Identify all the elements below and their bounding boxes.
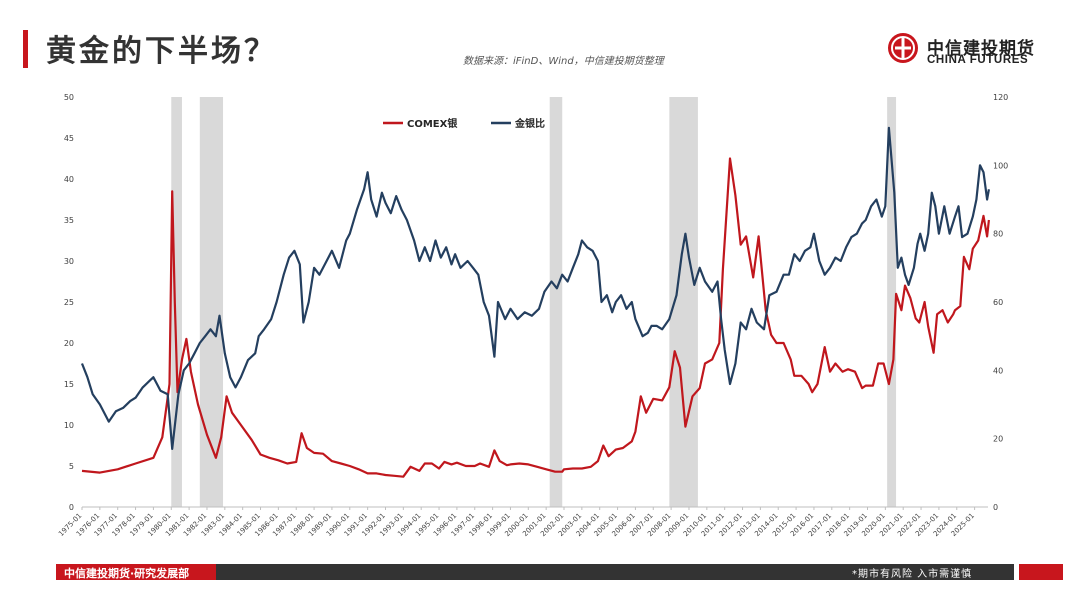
y-left-tick-label: 5 <box>69 462 74 471</box>
gold-silver-ratio-line <box>80 126 990 450</box>
shaded-period-1 <box>199 97 224 507</box>
shaded-periods <box>171 97 897 507</box>
y-left-tick-label: 10 <box>64 421 74 430</box>
footer-department: 中信建投期货·研究发展部 <box>64 567 190 580</box>
logo-chinese-name: 中信建投期货 <box>927 39 1035 59</box>
footer-accent-right <box>1019 564 1063 580</box>
chart-legend: COMEX银 金银比 <box>383 117 545 130</box>
y-left-tick-label: 40 <box>64 175 74 184</box>
y-right-tick-label: 40 <box>993 366 1003 375</box>
y-left-tick-label: 25 <box>64 298 74 307</box>
data-source-note: 数据来源：iFinD、Wind，中信建投期货整理 <box>463 56 664 67</box>
y-left-tick-label: 20 <box>64 339 74 348</box>
citic-logo-icon <box>888 33 918 63</box>
y-left-tick-label: 45 <box>64 134 74 143</box>
y-right-tick-label: 20 <box>993 435 1003 444</box>
y-right-tick-label: 100 <box>993 161 1008 170</box>
logo-english-name: CHINA FUTURES <box>927 54 1029 66</box>
y-left-tick-label: 0 <box>69 503 74 512</box>
y-left-tick-label: 35 <box>64 216 74 225</box>
y-left-tick-label: 15 <box>64 380 74 389</box>
shaded-period-4 <box>887 97 897 507</box>
legend-label: 金银比 <box>514 117 545 130</box>
y-right-tick-label: 120 <box>993 93 1008 102</box>
footer-accent-left <box>56 564 216 580</box>
title-accent-bar <box>23 30 28 68</box>
dual-axis-line-chart: 051015202530354045500204060801001201975-… <box>57 93 1008 538</box>
legend-label: COMEX银 <box>407 117 458 130</box>
shaded-period-0 <box>171 97 182 507</box>
footer-bar <box>56 564 1014 580</box>
shaded-period-2 <box>549 97 563 507</box>
footer-risk-warning: *期市有风险 入市需谨慎 <box>852 569 973 580</box>
y-right-tick-label: 0 <box>993 503 998 512</box>
comex-silver-line <box>81 157 990 478</box>
chart-series <box>80 126 990 478</box>
company-logo: 中信建投期货 CHINA FUTURES <box>887 32 1047 72</box>
y-left-tick-label: 50 <box>64 93 74 102</box>
y-left-tick-label: 30 <box>64 257 74 266</box>
page-title: 黄金的下半场？ <box>46 34 277 69</box>
y-right-tick-label: 60 <box>993 298 1003 307</box>
y-right-tick-label: 80 <box>993 230 1003 239</box>
